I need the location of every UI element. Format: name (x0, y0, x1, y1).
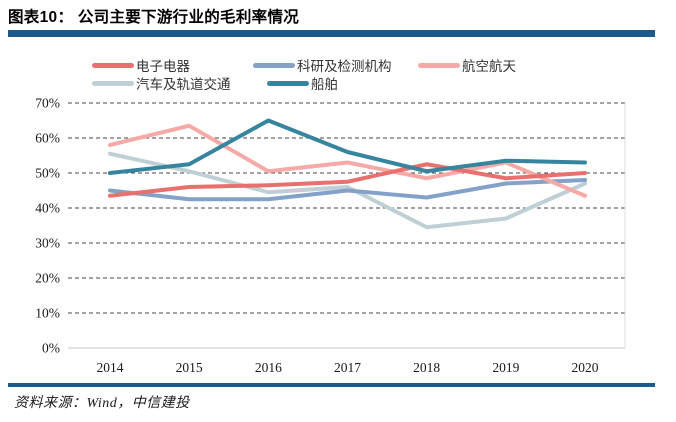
y-tick-label: 70% (35, 96, 60, 111)
legend-item-automotive: 汽车及轨道交通 (92, 73, 231, 93)
series-line-汽车及轨道交通 (108, 151, 588, 230)
source-note: 资料来源：Wind，中信建投 (14, 396, 190, 411)
legend-label: 船舶 (311, 77, 338, 92)
x-tick-label: 2020 (572, 360, 599, 375)
y-tick-label: 40% (35, 201, 60, 216)
series-line-电子电器 (108, 162, 588, 198)
y-tick-label: 0% (42, 341, 60, 356)
x-tick-label: 2016 (255, 360, 282, 375)
x-tick-label: 2017 (334, 360, 361, 375)
line-chart-svg: 0% 10% 20% 30% 40% 50% 60% 70% 2014 2015 2016 2017 2… (35, 96, 626, 375)
x-tick-label: 2019 (492, 360, 519, 375)
series-line-船舶 (108, 118, 588, 175)
footer-accent-bar (8, 383, 655, 387)
title-accent-bar (8, 30, 655, 37)
legend-swatch-aerospace (418, 62, 460, 68)
y-tick-label: 20% (35, 271, 60, 286)
legend-swatch-automotive (92, 80, 134, 86)
legend-item-ships: 船舶 (267, 73, 338, 93)
figure-title: 图表10： 公司主要下游行业的毛利率情况 (8, 9, 300, 26)
legend-label: 电子电器 (136, 59, 190, 74)
y-tick-label: 10% (35, 306, 60, 321)
legend-item-aerospace: 航空航天 (418, 55, 516, 75)
x-tick-label: 2014 (97, 360, 124, 375)
y-tick-label: 50% (35, 166, 60, 181)
chart-area: 0% 10% 20% 30% 40% 50% 60% 70% 2014 2015 2016 2017 2… (0, 88, 676, 388)
legend-swatch-ships (267, 80, 309, 86)
legend-item-electronics: 电子电器 (92, 55, 190, 75)
legend-swatch-research (253, 62, 295, 68)
legend-label: 航空航天 (462, 59, 516, 74)
x-tick-label: 2015 (176, 360, 203, 375)
legend-label: 科研及检测机构 (297, 59, 392, 74)
y-tick-label: 60% (35, 131, 60, 146)
legend-item-research: 科研及检测机构 (253, 55, 392, 75)
legend-label: 汽车及轨道交通 (136, 77, 231, 92)
legend-swatch-electronics (92, 62, 134, 68)
series-line-科研及检测机构 (108, 178, 588, 202)
x-tick-label: 2018 (413, 360, 440, 375)
y-tick-label: 30% (35, 236, 60, 251)
